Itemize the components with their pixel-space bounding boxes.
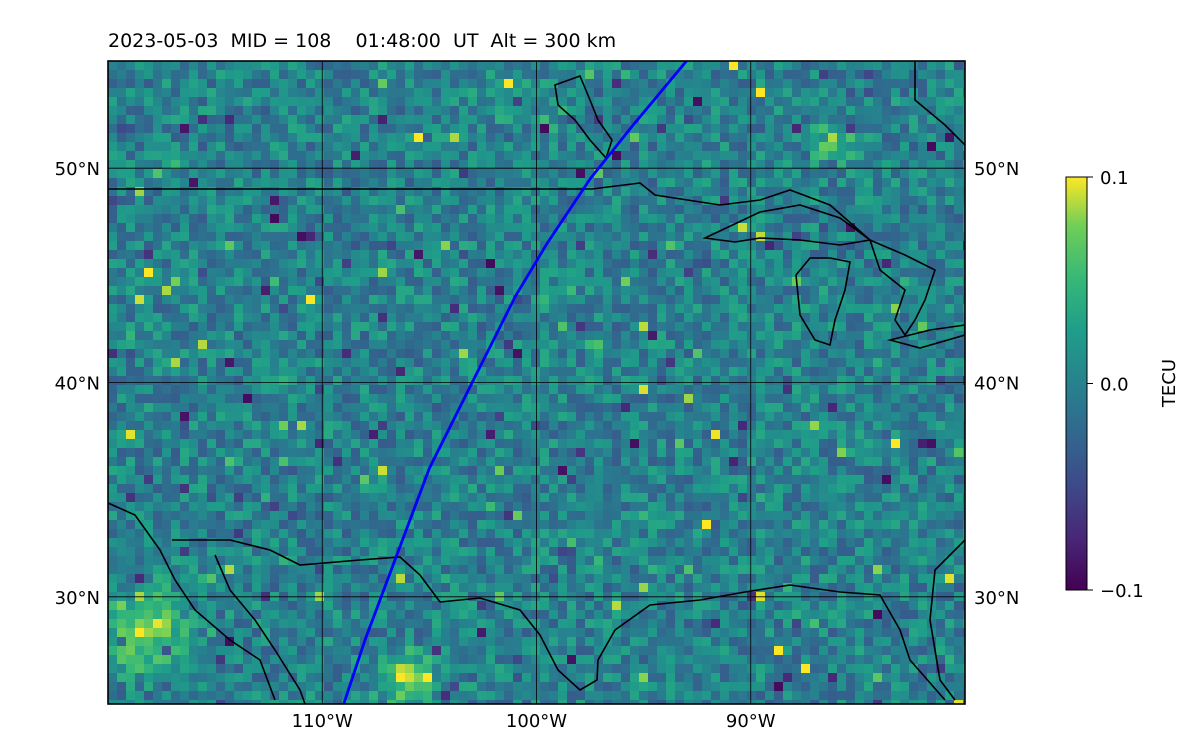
y-tick-label-right: 50°N: [974, 159, 1019, 180]
map-title: 2023-05-03 MID = 108 01:48:00 UT Alt = 3…: [108, 30, 617, 52]
satellite-track: [342, 61, 688, 704]
map-frame: [107, 60, 966, 705]
mexico-mainland-coast: [214, 554, 306, 704]
colorbar: 0.1 0.0 −0.1 TECU: [1065, 168, 1180, 602]
us-mexico-border: [172, 539, 441, 603]
colorbar-label: TECU: [1159, 359, 1180, 408]
x-tick-label: 100°W: [506, 711, 567, 732]
colorbar-tick-label: −0.1: [1100, 581, 1144, 602]
baja-coast: [108, 502, 276, 701]
lake-winnipeg: [554, 74, 613, 160]
colorbar-gradient: [1065, 176, 1088, 591]
y-tick-label-right: 40°N: [974, 374, 1019, 395]
y-tick-label-left: 30°N: [55, 588, 100, 609]
y-tick-label-left: 50°N: [55, 159, 100, 180]
x-tick-label: 90°W: [726, 711, 776, 732]
us-canada-border: [108, 182, 871, 241]
x-tick-label: 110°W: [292, 711, 353, 732]
x-tick-labels: 110°W 100°W 90°W: [292, 711, 776, 732]
y-tick-label-right: 30°N: [974, 588, 1019, 609]
gridlines: [108, 61, 965, 704]
lake-superior: [702, 204, 873, 246]
y-tick-labels: 50°N 50°N 40°N 40°N 30°N 30°N: [55, 159, 1020, 609]
lake-huron: [868, 238, 936, 337]
coastlines: [108, 61, 965, 704]
lake-michigan: [795, 257, 851, 347]
tec-anomaly-field: [108, 61, 965, 704]
florida-coast: [929, 539, 965, 701]
lake-erie-ontario: [886, 324, 965, 349]
colorbar-tick-label: 0.0: [1100, 375, 1129, 396]
hudson-bay-coast: [914, 61, 965, 146]
y-tick-label-left: 40°N: [55, 374, 100, 395]
colorbar-tick-label: 0.1: [1100, 168, 1129, 189]
